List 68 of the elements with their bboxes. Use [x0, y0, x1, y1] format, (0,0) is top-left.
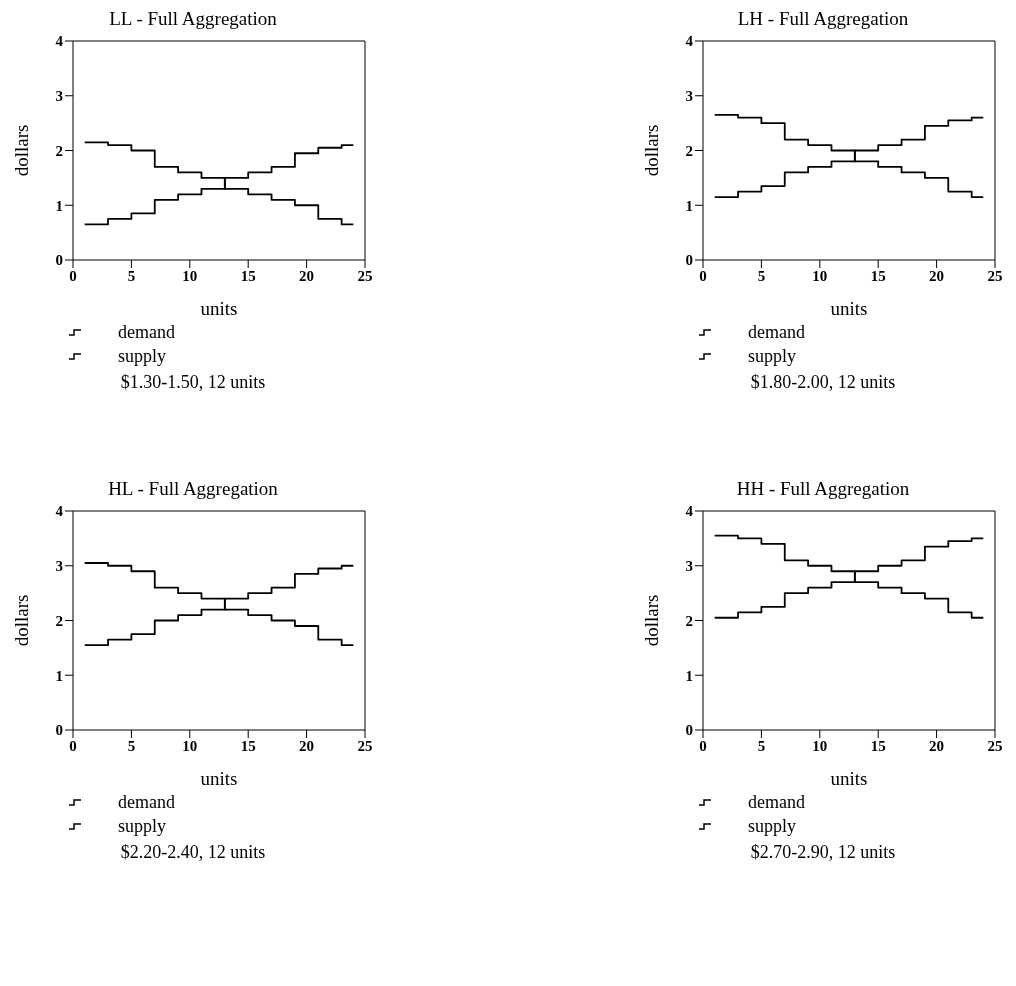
y-tick-label: 1 [55, 667, 63, 684]
x-tick-label: 25 [987, 267, 1003, 284]
x-tick-label: 15 [240, 737, 256, 754]
x-tick-label: 25 [987, 737, 1003, 754]
x-tick-label: 10 [812, 267, 828, 284]
y-tick-label: 4 [55, 33, 64, 50]
y-tick-label: 2 [685, 612, 693, 629]
x-tick-label: 25 [357, 267, 373, 284]
x-tick-label: 5 [757, 267, 766, 284]
x-axis-title: units [200, 768, 238, 789]
x-tick-label: 20 [299, 737, 315, 754]
x-axis-title: units [200, 298, 238, 319]
y-tick-label: 4 [685, 503, 694, 520]
x-tick-label: 15 [240, 267, 256, 284]
x-tick-label: 5 [127, 267, 136, 284]
y-tick-label: 1 [685, 197, 693, 214]
x-tick-label: 10 [812, 737, 828, 754]
x-tick-label: 0 [69, 737, 77, 754]
x-tick-label: 0 [699, 267, 707, 284]
y-axis-title: dollars [640, 594, 662, 647]
x-tick-label: 10 [182, 267, 198, 284]
y-tick-label: 3 [685, 558, 693, 575]
y-tick-label: 1 [55, 197, 63, 214]
y-axis-title: dollars [10, 124, 32, 177]
y-axis-title: dollars [10, 594, 32, 647]
y-tick-label: 1 [685, 667, 693, 684]
y-tick-label: 2 [55, 142, 63, 159]
chart-title: LL - Full Aggregation [108, 8, 278, 30]
x-tick-label: 15 [870, 737, 886, 754]
y-tick-label: 0 [685, 722, 693, 739]
legend-label: supply [748, 345, 797, 367]
y-tick-label: 2 [55, 612, 63, 629]
x-tick-label: 20 [929, 737, 945, 754]
text: $1.80-2.00, 12 units [749, 372, 897, 393]
text: $2.70-2.90, 12 units [749, 842, 897, 863]
chart-title: HL - Full Aggregation [107, 478, 279, 500]
y-tick-label: 3 [55, 558, 63, 575]
legend-label: supply [118, 345, 167, 367]
x-tick-label: 20 [299, 267, 315, 284]
x-tick-label: 20 [929, 267, 945, 284]
y-tick-label: 0 [55, 252, 63, 269]
y-tick-label: 0 [55, 722, 63, 739]
x-tick-label: 5 [757, 737, 766, 754]
y-tick-label: 4 [685, 33, 694, 50]
y-tick-label: 3 [685, 88, 693, 105]
y-tick-label: 0 [685, 252, 693, 269]
x-tick-label: 0 [699, 737, 707, 754]
y-tick-label: 3 [55, 88, 63, 105]
x-tick-label: 5 [127, 737, 136, 754]
x-tick-label: 0 [69, 267, 77, 284]
legend-label: demand [748, 791, 805, 813]
legend-label: demand [118, 791, 175, 813]
legend-label: supply [118, 815, 167, 837]
legend-label: demand [118, 321, 175, 343]
legend-label: demand [748, 321, 805, 343]
x-tick-label: 10 [182, 737, 198, 754]
chart-title: HH - Full Aggregation [735, 478, 911, 500]
legend-label: supply [748, 815, 797, 837]
y-axis-title: dollars [640, 124, 662, 177]
y-tick-label: 4 [55, 503, 64, 520]
x-tick-label: 15 [870, 267, 886, 284]
x-axis-title: units [830, 768, 868, 789]
y-tick-label: 2 [685, 142, 693, 159]
text: $1.30-1.50, 12 units [119, 372, 267, 393]
x-axis-title: units [830, 298, 868, 319]
text: $2.20-2.40, 12 units [119, 842, 267, 863]
x-tick-label: 25 [357, 737, 373, 754]
chart-title: LH - Full Aggregation [736, 8, 910, 30]
